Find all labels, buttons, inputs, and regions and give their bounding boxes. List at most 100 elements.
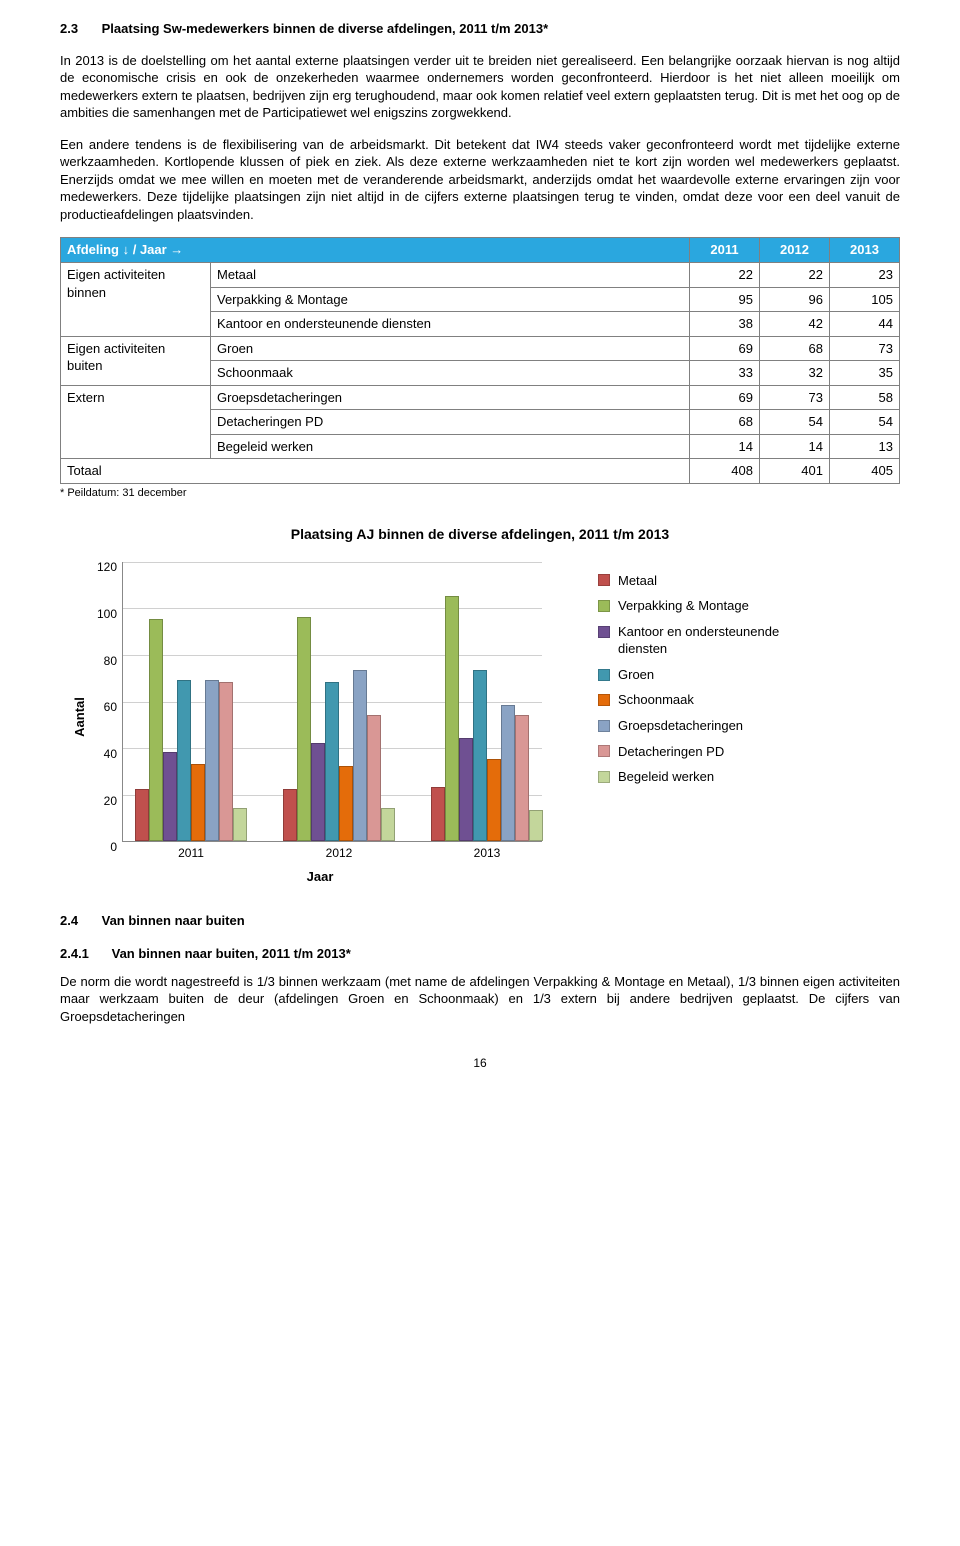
table-cell: 23 bbox=[830, 263, 900, 288]
table-row-name: Schoonmaak bbox=[211, 361, 690, 386]
table-cell: 68 bbox=[760, 336, 830, 361]
section-heading-2-3: 2.3 Plaatsing Sw-medewerkers binnen de d… bbox=[60, 20, 900, 38]
chart-bar bbox=[325, 682, 339, 841]
legend-swatch bbox=[598, 771, 610, 783]
legend-swatch bbox=[598, 694, 610, 706]
table-total-label: Totaal bbox=[61, 459, 690, 484]
table-cell: 32 bbox=[760, 361, 830, 386]
chart-bar bbox=[177, 680, 191, 841]
chart-bar bbox=[191, 764, 205, 841]
chart-bar bbox=[381, 808, 395, 841]
chart-bar bbox=[459, 738, 473, 841]
y-tick-label: 20 bbox=[104, 793, 123, 809]
legend-label: Groen bbox=[618, 666, 654, 684]
y-tick-label: 80 bbox=[104, 653, 123, 669]
chart-bar bbox=[431, 787, 445, 841]
placement-table: Afdeling ↓ / Jaar →201120122013 Eigen ac… bbox=[60, 237, 900, 483]
table-year-header: 2012 bbox=[760, 238, 830, 263]
table-footnote: * Peildatum: 31 december bbox=[60, 486, 900, 501]
chart-plot: Aantal 020406080100120201120122013 Jaar bbox=[60, 552, 580, 882]
legend-label: Verpakking & Montage bbox=[618, 597, 749, 615]
table-group-label: Eigen activiteiten buiten bbox=[61, 336, 211, 385]
x-tick-label: 2011 bbox=[178, 841, 204, 861]
chart-bar bbox=[367, 715, 381, 841]
y-tick-label: 60 bbox=[104, 700, 123, 716]
table-cell: 22 bbox=[760, 263, 830, 288]
table-group-label: Eigen activiteiten binnen bbox=[61, 263, 211, 337]
y-tick-label: 0 bbox=[110, 840, 123, 856]
legend-label: Detacheringen PD bbox=[618, 743, 724, 761]
section-body-2-3: In 2013 is de doelstelling om het aantal… bbox=[60, 52, 900, 224]
table-cell: 69 bbox=[690, 336, 760, 361]
section-number: 2.3 bbox=[60, 20, 98, 38]
chart-bar bbox=[529, 810, 543, 840]
table-group-label: Extern bbox=[61, 385, 211, 459]
legend-swatch bbox=[598, 626, 610, 638]
legend-label: Metaal bbox=[618, 572, 657, 590]
section-title: Van binnen naar buiten, 2011 t/m 2013* bbox=[112, 946, 351, 961]
paragraph: Een andere tendens is de flexibilisering… bbox=[60, 136, 900, 224]
table-cell: 68 bbox=[690, 410, 760, 435]
table-cell: 22 bbox=[690, 263, 760, 288]
table-row-name: Detacheringen PD bbox=[211, 410, 690, 435]
chart-bar bbox=[283, 789, 297, 840]
table-total-cell: 405 bbox=[830, 459, 900, 484]
table-cell: 54 bbox=[830, 410, 900, 435]
chart-bar bbox=[445, 596, 459, 841]
table-cell: 96 bbox=[760, 287, 830, 312]
chart-title: Plaatsing AJ binnen de diverse afdelinge… bbox=[60, 525, 900, 544]
table-cell: 33 bbox=[690, 361, 760, 386]
section-number: 2.4.1 bbox=[60, 945, 108, 963]
y-tick-label: 40 bbox=[104, 746, 123, 762]
legend-swatch bbox=[598, 574, 610, 586]
legend-swatch bbox=[598, 669, 610, 681]
table-cell: 14 bbox=[760, 434, 830, 459]
section-body-2-4-1: De norm die wordt nagestreefd is 1/3 bin… bbox=[60, 973, 900, 1026]
page-number: 16 bbox=[60, 1055, 900, 1071]
table-cell: 13 bbox=[830, 434, 900, 459]
legend-label: Groepsdetacheringen bbox=[618, 717, 743, 735]
table-cell: 73 bbox=[830, 336, 900, 361]
y-tick-label: 120 bbox=[97, 560, 123, 576]
chart-bar bbox=[311, 743, 325, 841]
legend-swatch bbox=[598, 720, 610, 732]
legend-label: Kantoor en ondersteunende bbox=[618, 623, 779, 641]
table-total-cell: 401 bbox=[760, 459, 830, 484]
section-heading-2-4-1: 2.4.1 Van binnen naar buiten, 2011 t/m 2… bbox=[60, 945, 900, 963]
table-cell: 54 bbox=[760, 410, 830, 435]
x-tick-label: 2013 bbox=[474, 841, 501, 861]
chart-bar bbox=[163, 752, 177, 841]
y-axis-label: Aantal bbox=[71, 697, 89, 737]
table-cell: 95 bbox=[690, 287, 760, 312]
chart-bar bbox=[339, 766, 353, 841]
chart-bar bbox=[487, 759, 501, 841]
chart-legend: Metaal Verpakking & Montage Kantoor en ond… bbox=[598, 552, 779, 794]
chart-bar bbox=[205, 680, 219, 841]
table-year-header: 2013 bbox=[830, 238, 900, 263]
table-cell: 73 bbox=[760, 385, 830, 410]
chart-bar bbox=[233, 808, 247, 841]
table-cell: 14 bbox=[690, 434, 760, 459]
paragraph: In 2013 is de doelstelling om het aantal… bbox=[60, 52, 900, 122]
chart-bar bbox=[473, 670, 487, 840]
legend-swatch bbox=[598, 745, 610, 757]
x-axis-label: Jaar bbox=[307, 868, 334, 886]
table-row-name: Begeleid werken bbox=[211, 434, 690, 459]
table-total-cell: 408 bbox=[690, 459, 760, 484]
section-title: Van binnen naar buiten bbox=[102, 913, 245, 928]
chart-container: Aantal 020406080100120201120122013 Jaar … bbox=[60, 552, 900, 882]
table-cell: 58 bbox=[830, 385, 900, 410]
section-heading-2-4: 2.4 Van binnen naar buiten bbox=[60, 912, 900, 930]
chart-bar bbox=[219, 682, 233, 841]
table-cell: 44 bbox=[830, 312, 900, 337]
chart-bar bbox=[501, 705, 515, 840]
table-row-name: Verpakking & Montage bbox=[211, 287, 690, 312]
legend-label: Schoonmaak bbox=[618, 691, 694, 709]
table-row-name: Kantoor en ondersteunende diensten bbox=[211, 312, 690, 337]
paragraph: De norm die wordt nagestreefd is 1/3 bin… bbox=[60, 973, 900, 1026]
chart-bar bbox=[353, 670, 367, 840]
table-corner: Afdeling ↓ / Jaar → bbox=[61, 238, 690, 263]
chart-bar bbox=[135, 789, 149, 840]
table-cell: 105 bbox=[830, 287, 900, 312]
table-cell: 38 bbox=[690, 312, 760, 337]
